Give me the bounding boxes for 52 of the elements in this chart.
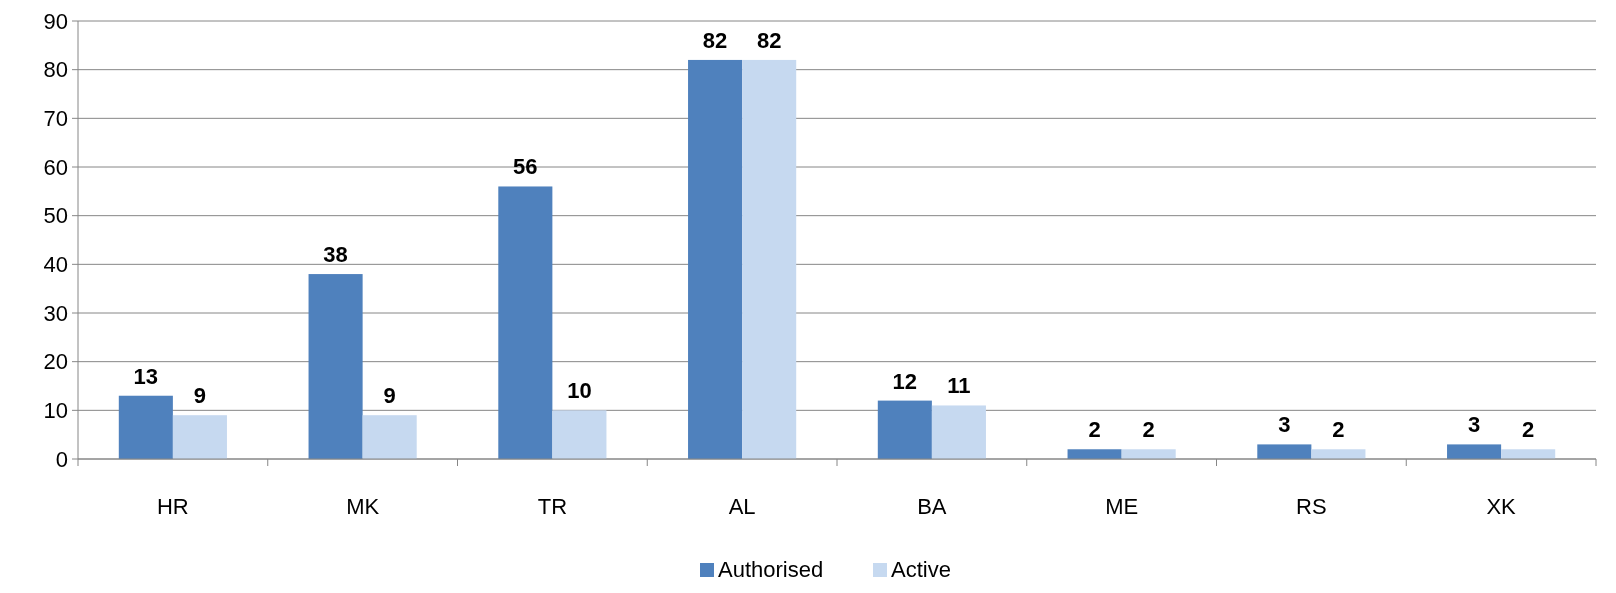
y-tick-label: 0 bbox=[55, 446, 68, 472]
bar bbox=[877, 400, 932, 459]
bar bbox=[1121, 449, 1176, 459]
bar bbox=[362, 415, 417, 459]
data-label: 38 bbox=[323, 242, 348, 268]
bar bbox=[308, 274, 363, 459]
legend-label: Authorised bbox=[718, 557, 824, 582]
data-label: 10 bbox=[567, 378, 592, 404]
bar bbox=[688, 59, 743, 459]
y-tick-label: 70 bbox=[43, 106, 68, 132]
data-label: 2 bbox=[1088, 417, 1101, 443]
y-tick-label: 80 bbox=[43, 57, 68, 83]
bar bbox=[1311, 449, 1366, 459]
bar bbox=[498, 186, 553, 459]
bar bbox=[172, 415, 227, 459]
x-tick-label: HR bbox=[156, 494, 189, 519]
data-label: 2 bbox=[1332, 417, 1345, 443]
data-label: 2 bbox=[1142, 417, 1155, 443]
bar bbox=[1501, 449, 1556, 459]
legend-label: Active bbox=[891, 557, 951, 582]
data-label: 82 bbox=[702, 27, 728, 53]
bar bbox=[1257, 444, 1312, 459]
y-tick-label: 40 bbox=[43, 252, 68, 278]
y-tick-label: 10 bbox=[43, 398, 68, 424]
data-label: 2 bbox=[1522, 417, 1535, 443]
x-tick-label: RS bbox=[1296, 494, 1327, 519]
x-tick-label: ME bbox=[1105, 494, 1139, 519]
x-tick-label: AL bbox=[728, 494, 756, 519]
data-label: 3 bbox=[1278, 412, 1291, 438]
y-tick-label: 30 bbox=[43, 300, 68, 326]
x-tick-label: BA bbox=[917, 494, 947, 519]
data-label: 12 bbox=[892, 368, 918, 394]
y-tick-label: 50 bbox=[43, 203, 68, 229]
x-tick-label: MK bbox=[346, 494, 380, 519]
data-label: 11 bbox=[947, 373, 971, 399]
data-label: 56 bbox=[513, 154, 538, 180]
data-label: 9 bbox=[383, 383, 396, 409]
bar bbox=[552, 410, 607, 459]
data-label: 9 bbox=[193, 383, 207, 409]
data-label: 13 bbox=[133, 363, 159, 389]
bar bbox=[1067, 449, 1122, 459]
data-label: 3 bbox=[1467, 412, 1481, 438]
y-tick-label: 90 bbox=[43, 8, 68, 34]
bar bbox=[931, 405, 986, 459]
bar bbox=[118, 395, 173, 459]
x-tick-label: XK bbox=[1486, 494, 1517, 519]
y-tick-label: 60 bbox=[43, 154, 68, 180]
bar bbox=[742, 59, 797, 459]
x-tick-label: TR bbox=[537, 494, 568, 519]
data-label: 82 bbox=[756, 27, 782, 53]
y-tick-label: 20 bbox=[43, 349, 68, 375]
bar bbox=[1447, 444, 1502, 459]
